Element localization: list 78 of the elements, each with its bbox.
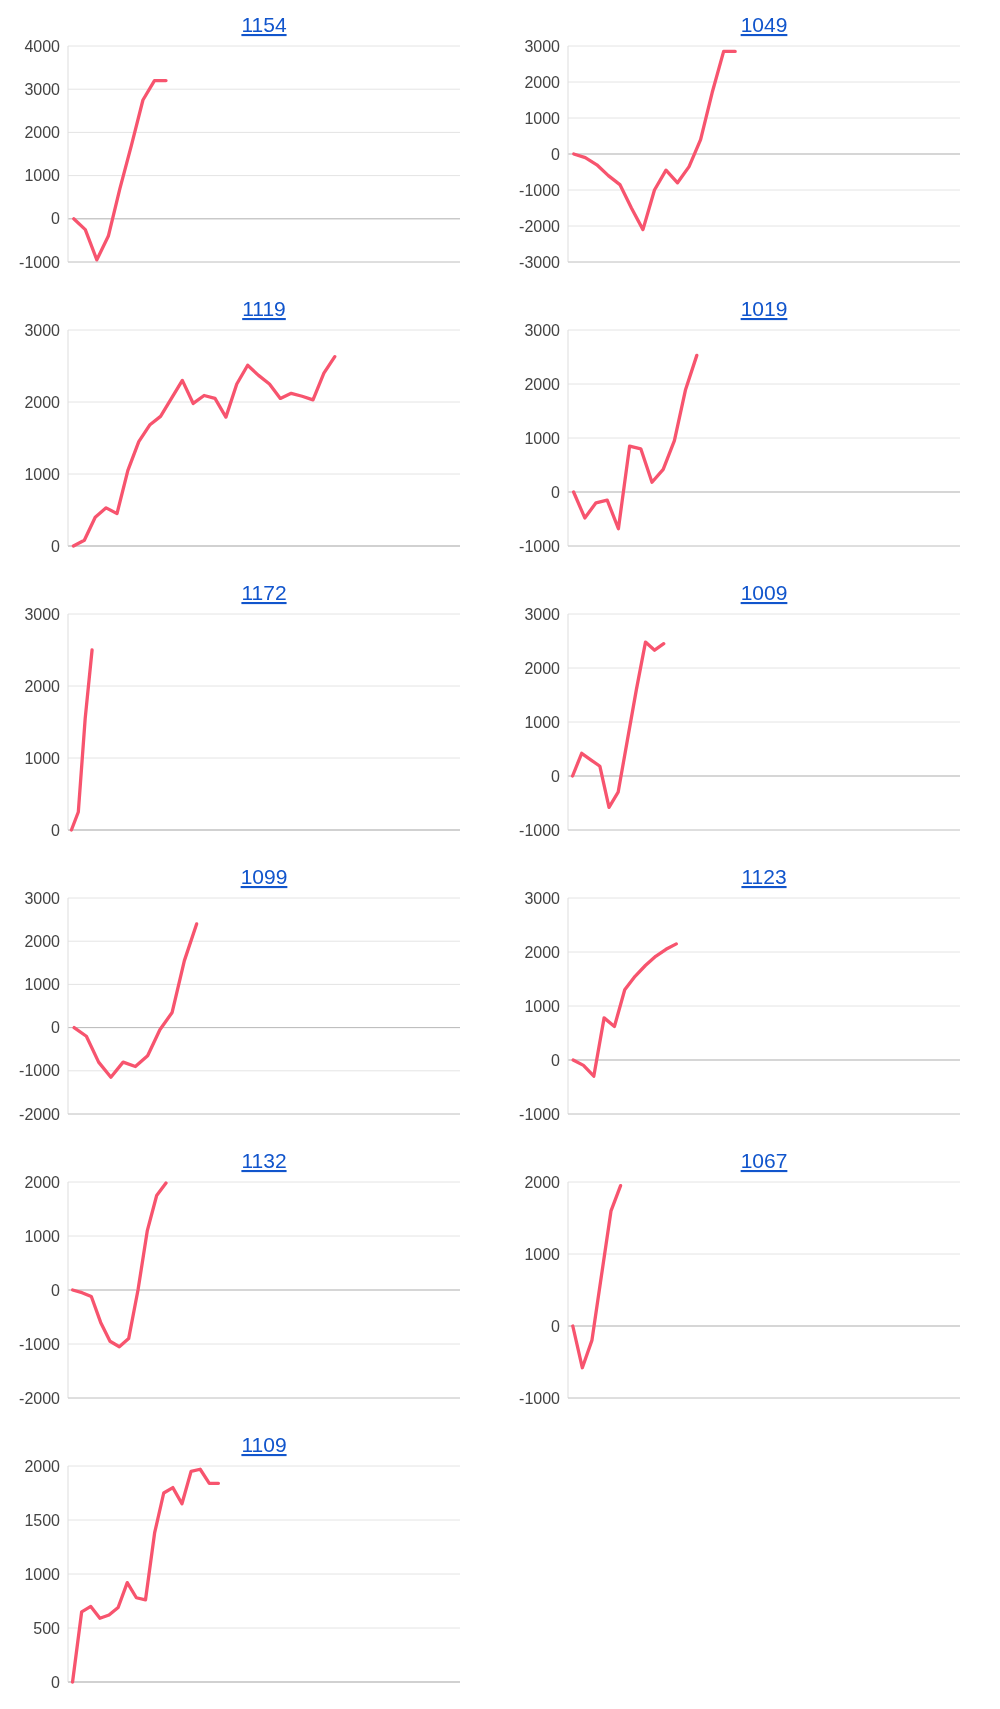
y-tick-label: 2000 (524, 659, 561, 677)
chart-title: 1132 (241, 1149, 287, 1172)
y-tick-label: 0 (551, 145, 561, 163)
y-tick-label: 0 (51, 821, 61, 839)
y-tick-label: 3000 (524, 321, 561, 339)
line-series (571, 1183, 623, 1370)
y-tick-label: 3000 (24, 80, 61, 98)
chart-title: 1067 (740, 1149, 788, 1172)
y-tick-label: 2000 (24, 1457, 61, 1475)
y-tick-label: 2000 (524, 73, 561, 91)
y-tick-label: 0 (51, 210, 61, 228)
y-tick-label: 500 (33, 1619, 61, 1637)
y-tick-label: -3000 (519, 253, 561, 271)
y-tick-label: 2000 (24, 677, 61, 695)
y-tick-label: 1000 (524, 713, 561, 731)
y-tick-label: 0 (551, 767, 561, 785)
y-tick-label: -1000 (519, 537, 561, 555)
y-tick-label: 3000 (24, 889, 61, 907)
y-tick-label: 2000 (524, 943, 561, 961)
chart-title: 1172 (241, 581, 287, 604)
line-series (572, 49, 737, 232)
line-series (72, 922, 199, 1079)
y-tick-label: 1000 (24, 1227, 61, 1245)
y-tick-label: 0 (551, 1317, 561, 1335)
y-tick-label: 1000 (24, 976, 61, 993)
y-tick-label: 3000 (524, 605, 561, 623)
line-series (571, 353, 699, 531)
y-tick-label: 1000 (24, 167, 61, 185)
y-tick-label: -1000 (19, 1062, 61, 1080)
y-tick-label: 0 (51, 537, 61, 555)
y-tick-label: 0 (51, 1673, 61, 1691)
line-series (71, 354, 337, 548)
y-tick-label: 1000 (524, 109, 561, 127)
chart-title: 1123 (741, 865, 787, 888)
chart-title: 1049 (740, 13, 788, 36)
y-tick-label: 1000 (24, 465, 61, 483)
y-tick-label: 3000 (24, 605, 61, 623)
y-tick-label: 1000 (524, 429, 561, 447)
y-tick-label: 2000 (24, 393, 61, 411)
y-tick-label: 2000 (24, 1173, 61, 1191)
y-tick-label: -1000 (519, 1105, 561, 1123)
line-series (571, 942, 678, 1078)
line-series (72, 78, 168, 262)
y-tick-label: 1500 (24, 1511, 61, 1529)
y-tick-label: -1000 (19, 1335, 61, 1353)
chart-title: 1099 (240, 865, 288, 888)
line-series (570, 640, 666, 809)
y-tick-label: 1000 (24, 749, 61, 767)
line-series (70, 1467, 221, 1684)
chart-title: 1119 (242, 297, 286, 320)
y-tick-label: -1000 (519, 1389, 561, 1407)
y-tick-label: 3000 (524, 37, 561, 55)
y-tick-label: -2000 (19, 1389, 61, 1407)
y-tick-label: 0 (551, 483, 561, 501)
y-tick-label: 0 (551, 1051, 561, 1069)
y-tick-label: 2000 (524, 375, 561, 393)
chart-title: 1109 (241, 1433, 287, 1456)
chart-title: 1019 (740, 297, 788, 320)
y-tick-label: -1000 (519, 821, 561, 839)
y-tick-label: 0 (51, 1281, 61, 1299)
y-tick-label: -2000 (519, 217, 561, 235)
chart-title: 1009 (740, 581, 788, 604)
y-tick-label: 2000 (524, 1173, 561, 1191)
y-tick-label: 0 (51, 1019, 61, 1037)
y-tick-label: 2000 (24, 124, 61, 141)
y-tick-label: 3000 (524, 889, 561, 907)
y-tick-label: 3000 (24, 321, 61, 339)
y-tick-label: 1000 (524, 997, 561, 1015)
y-tick-label: 1000 (24, 1565, 61, 1583)
y-tick-label: 1000 (524, 1245, 561, 1263)
line-series (71, 1181, 168, 1349)
line-series (69, 648, 94, 832)
y-tick-label: -1000 (19, 253, 61, 271)
chart-title: 1154 (241, 13, 287, 36)
y-tick-label: 2000 (24, 932, 61, 950)
y-tick-label: -1000 (519, 181, 561, 199)
y-tick-label: 4000 (24, 37, 61, 55)
y-tick-label: -2000 (19, 1105, 61, 1123)
